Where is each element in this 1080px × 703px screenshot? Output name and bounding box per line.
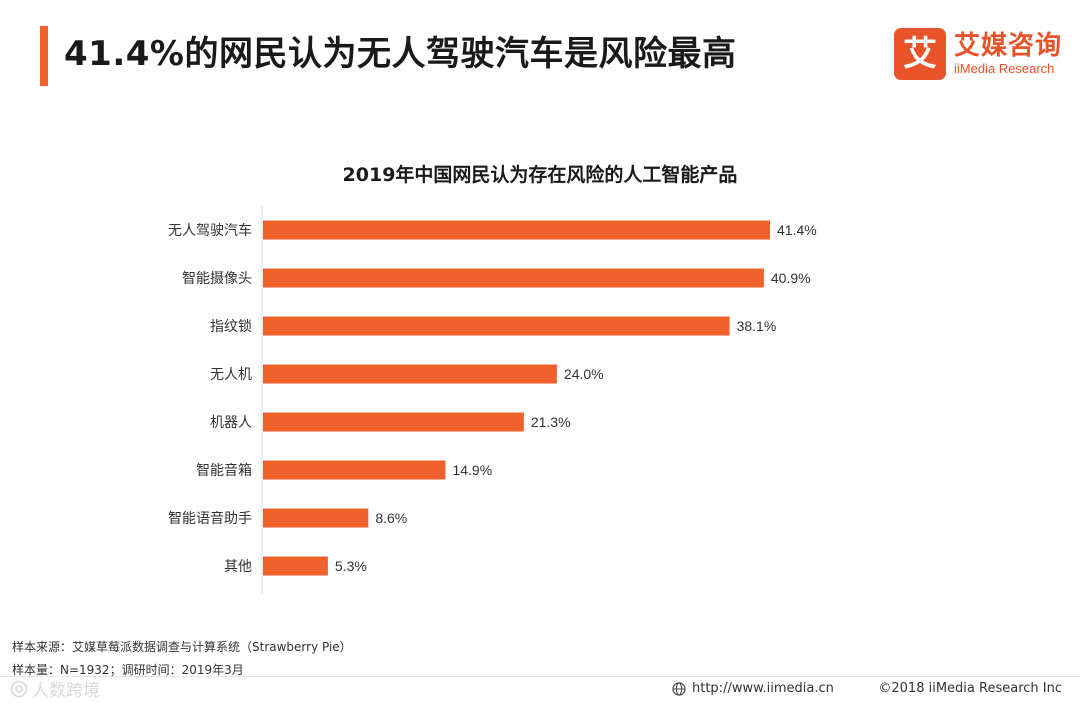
bar: [263, 460, 446, 480]
value-label: 40.9%: [771, 270, 811, 286]
bar: [263, 268, 764, 288]
category-label: 智能音箱: [196, 462, 252, 479]
watermark-camera-icon: [10, 680, 28, 697]
category-label: 指纹锁: [210, 319, 252, 335]
globe-icon: [672, 681, 686, 696]
bar: [263, 364, 557, 384]
bar: [263, 556, 328, 576]
bar: [263, 316, 730, 336]
brand-name-cn: 艾媒咨询: [953, 31, 1062, 61]
brand-name-en: iiMedia Research: [953, 61, 1055, 76]
chart-title: 2019年中国网民认为存在风险的人工智能产品: [342, 164, 738, 186]
category-label: 其他: [224, 559, 252, 575]
watermark: 人数跨境: [10, 676, 100, 701]
value-label: 8.6%: [375, 510, 407, 526]
footer-url-text[interactable]: http://www.iimedia.cn: [692, 681, 834, 696]
value-label: 38.1%: [737, 318, 777, 334]
bar: [263, 220, 770, 240]
bar-chart: 无人驾驶汽车 41.4% 智能摄像头 40.9% 指纹锁 38.1% 无人机 24.0% 机器人…: [168, 205, 817, 594]
value-label: 5.3%: [335, 558, 367, 574]
category-label: 智能摄像头: [182, 271, 252, 287]
bar: [263, 412, 524, 432]
category-label: 无人驾驶汽车: [168, 222, 252, 239]
page-title: 41.4%的网民认为无人驾驶汽车是风险最高: [64, 34, 737, 74]
brand-text: 艾媒咨询 iiMedia Research: [954, 31, 1062, 77]
watermark-text: 人数跨境: [32, 681, 100, 701]
value-label: 24.0%: [564, 366, 604, 382]
value-label: 41.4%: [777, 222, 817, 238]
footnote-source: 样本来源：艾媒草莓派数据调查与计算系统（Strawberry Pie）: [12, 640, 352, 654]
brand-logo-icon: 艾: [893, 28, 946, 80]
value-label: 14.9%: [452, 462, 492, 478]
footnote-sample: 样本量：N=1932；调研时间：2019年3月: [12, 663, 244, 677]
value-label: 21.3%: [531, 414, 571, 430]
bar: [263, 508, 369, 528]
category-label: 机器人: [210, 415, 252, 431]
category-label: 智能语音助手: [168, 510, 252, 527]
category-label: 无人机: [210, 367, 252, 383]
footer-divider: [0, 676, 1080, 677]
brand-logo-group: 艾 艾媒咨询 iiMedia Research: [893, 28, 1062, 80]
footer-url[interactable]: http://www.iimedia.cn: [672, 681, 834, 696]
footer-copyright: ©2018 iiMedia Research Inc: [878, 681, 1062, 696]
title-accent-bar: [40, 26, 48, 86]
